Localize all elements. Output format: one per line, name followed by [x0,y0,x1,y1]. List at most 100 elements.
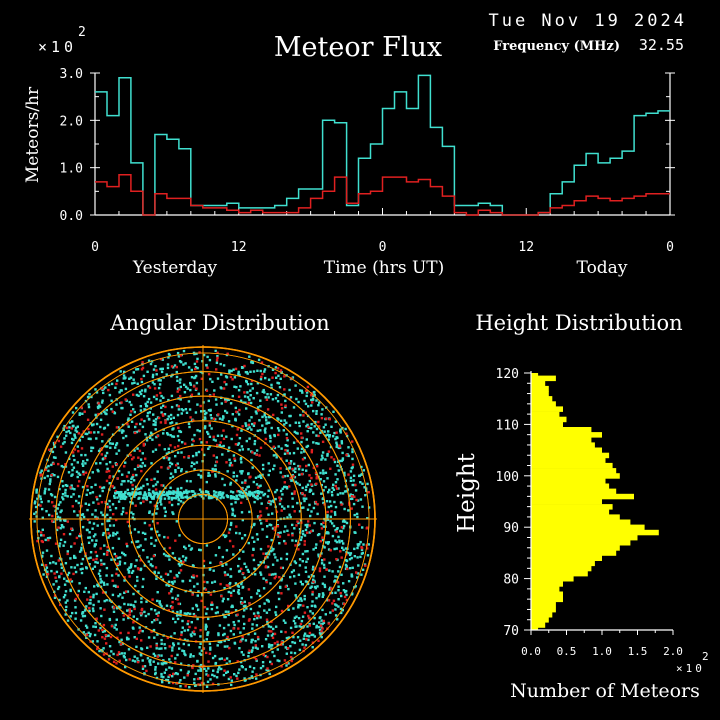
polar-point-cyan [219,362,222,366]
polar-point-red [202,664,206,668]
polar-point-red [303,494,306,497]
polar-point-cyan [324,434,327,437]
polar-point-red [184,442,187,445]
polar-point-red [215,359,219,362]
polar-point-red [122,614,126,617]
polar-point-red [351,463,355,466]
polar-point-cyan [162,456,165,459]
polar-point-red [208,422,211,425]
polar-point-red [353,495,356,498]
polar-point-cyan [143,491,147,494]
polar-point-cyan [308,622,311,626]
polar-point-cyan [195,453,198,457]
polar-point-red [340,556,343,559]
polar-point-cyan [127,648,131,651]
polar-point-cyan [163,535,166,539]
polar-point-cyan [140,465,143,468]
flux-x-tick-label: 12 [518,240,534,255]
polar-point-cyan [213,493,216,496]
polar-point-cyan [52,456,56,459]
polar-point-cyan [133,410,136,414]
polar-point-cyan [48,482,51,486]
polar-point-cyan [172,416,175,419]
polar-point-cyan [267,513,270,516]
polar-point-cyan [121,480,124,483]
polar-point-cyan [252,370,256,373]
polar-point-cyan [251,670,254,673]
polar-point-cyan [141,531,145,535]
polar-point-cyan [106,528,109,531]
polar-point-red [314,471,318,475]
polar-point-cyan [225,435,228,438]
polar-point-cyan [264,654,267,658]
polar-point-cyan [237,442,241,445]
polar-point-cyan [116,556,120,560]
polar-point-cyan [303,594,306,598]
polar-point-cyan [73,434,76,437]
polar-point-cyan [217,640,220,643]
polar-point-cyan [306,557,309,561]
polar-point-cyan [214,491,218,494]
polar-point-cyan [102,391,105,395]
polar-point-red [111,485,114,488]
polar-point-cyan [108,499,111,503]
polar-point-red [286,452,289,455]
polar-point-cyan [215,403,218,406]
height-bar [531,627,539,631]
polar-point-cyan [182,642,185,646]
polar-point-red [192,664,195,667]
polar-point-cyan [80,549,83,552]
polar-point-cyan [320,483,323,487]
polar-point-cyan [238,668,241,671]
polar-point-cyan [70,566,73,569]
polar-point-red [308,524,311,527]
polar-point-red [177,444,180,448]
polar-point-cyan [177,497,180,501]
polar-point-cyan [249,401,253,405]
polar-point-cyan [101,399,104,402]
polar-point-cyan [158,647,161,650]
polar-point-cyan [78,413,81,416]
polar-point-cyan [306,582,310,586]
polar-point-cyan [244,488,248,491]
polar-point-cyan [149,407,152,410]
polar-point-cyan [110,399,113,402]
polar-point-cyan [261,645,264,648]
polar-point-cyan [350,593,354,596]
polar-point-red [212,393,215,396]
polar-point-cyan [175,672,178,675]
polar-point-cyan [256,538,259,541]
polar-point-cyan [154,483,158,486]
height-bar [531,427,592,433]
polar-point-red [100,453,103,456]
polar-point-cyan [233,673,236,676]
polar-point-cyan [196,594,199,597]
polar-point-red [54,542,58,545]
polar-point-cyan [239,456,243,460]
polar-point-cyan [88,563,91,566]
polar-point-cyan [344,520,347,523]
polar-point-red [335,487,339,490]
polar-point-cyan [203,667,206,670]
polar-point-cyan [326,514,329,517]
polar-point-cyan [204,628,207,631]
polar-point-cyan [62,465,65,469]
polar-point-red [205,389,209,392]
polar-point-cyan [170,421,174,424]
polar-point-red [154,488,158,491]
polar-point-cyan [159,492,162,495]
polar-point-cyan [123,370,126,374]
polar-point-red [75,536,79,540]
polar-point-red [102,653,106,656]
polar-point-cyan [210,427,213,430]
polar-point-cyan [108,599,111,602]
polar-point-cyan [253,440,257,443]
polar-point-cyan [231,512,234,515]
polar-point-cyan [337,460,340,463]
polar-point-cyan [56,435,59,438]
polar-point-cyan [232,454,236,457]
polar-point-cyan [56,475,60,479]
polar-point-cyan [65,605,68,609]
polar-point-cyan [162,484,165,487]
polar-point-red [107,388,110,392]
